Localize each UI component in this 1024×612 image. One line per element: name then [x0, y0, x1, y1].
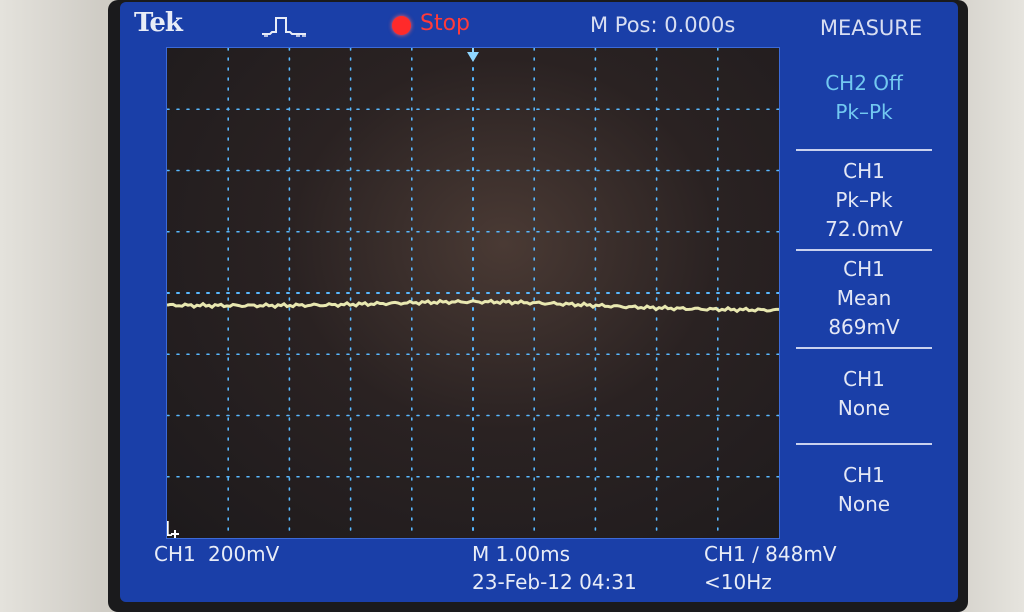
horizontal-position: M Pos: 0.000s [590, 13, 736, 37]
divider [796, 347, 932, 349]
channel-ground-marker: 1 [167, 517, 174, 538]
menu-title: MEASURE [819, 16, 923, 40]
acquisition-mode-icon [262, 17, 306, 37]
graticule-grid: 1 [167, 48, 779, 538]
divider [796, 149, 932, 151]
measurement-source: CH1 [843, 257, 885, 281]
divider [796, 443, 932, 445]
oscilloscope-screen: Tek Stop M Pos: 0.000s MEASURE 1 CH2 Off… [120, 2, 958, 602]
measurement-value: 72.0mV [825, 217, 903, 241]
time-per-div: M 1.00ms [472, 542, 571, 566]
measurement-type: Mean [836, 286, 892, 310]
status-bar: Tek Stop M Pos: 0.000s MEASURE [120, 2, 958, 44]
trigger-frequency: <10Hz [704, 570, 772, 594]
measurement-value: 869mV [828, 315, 900, 339]
waveform-display: 1 [166, 47, 780, 539]
measurement-type: Pk–Pk [835, 100, 893, 124]
trigger-setting: CH1 ∕ 848mV [704, 542, 837, 566]
brand-logo: Tek [134, 8, 183, 38]
measurement-source: CH1 [843, 159, 885, 183]
measurement-slot-2[interactable]: CH1 Pk–Pk 72.0mV [784, 157, 944, 244]
stop-indicator-icon [392, 16, 411, 35]
measurement-source: CH1 [843, 367, 885, 391]
measurement-slot-5[interactable]: CH1 None [784, 461, 944, 519]
date-time: 23-Feb-12 04:31 [472, 570, 637, 594]
channel-label: CH1 [154, 542, 196, 566]
measurement-source: CH2 Off [825, 71, 903, 95]
measurement-type: None [837, 492, 891, 516]
measurement-type: Pk–Pk [835, 188, 893, 212]
measurement-panel: CH2 Off Pk–Pk CH1 Pk–Pk 72.0mV CH1 Mean … [784, 47, 958, 547]
measurement-slot-1[interactable]: CH2 Off Pk–Pk [784, 69, 944, 127]
measurement-slot-4[interactable]: CH1 None [784, 365, 944, 423]
volts-per-div: 200mV [208, 542, 280, 566]
waveform-trace [167, 298, 779, 314]
measurement-source: CH1 [843, 463, 885, 487]
divider [796, 249, 932, 251]
ground-arrow-icon [171, 530, 179, 538]
trigger-position-icon [467, 52, 479, 62]
measurement-slot-3[interactable]: CH1 Mean 869mV [784, 255, 944, 342]
run-state: Stop [420, 11, 471, 36]
measurement-type: None [837, 396, 891, 420]
settings-bar: CH1 200mV M 1.00ms 23-Feb-12 04:31 CH1 ∕… [120, 538, 958, 602]
